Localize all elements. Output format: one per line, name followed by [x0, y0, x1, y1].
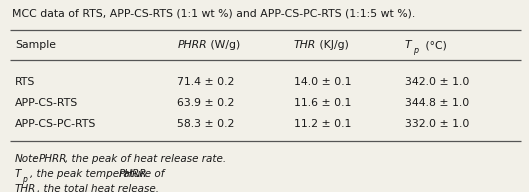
Text: 11.2 ± 0.1: 11.2 ± 0.1: [294, 119, 351, 129]
Text: , the peak of heat release rate.: , the peak of heat release rate.: [65, 154, 226, 164]
Text: THR: THR: [15, 184, 36, 192]
Text: T: T: [15, 169, 21, 179]
Text: :: :: [33, 154, 40, 164]
Text: MCC data of RTS, APP-CS-RTS (1:1 wt %) and APP-CS-PC-RTS (1:1:5 wt %).: MCC data of RTS, APP-CS-RTS (1:1 wt %) a…: [12, 9, 415, 19]
Text: PHRR: PHRR: [118, 169, 147, 179]
Text: APP-CS-PC-RTS: APP-CS-PC-RTS: [15, 119, 96, 129]
Text: 63.9 ± 0.2: 63.9 ± 0.2: [177, 98, 234, 108]
Text: 332.0 ± 1.0: 332.0 ± 1.0: [405, 119, 469, 129]
Text: Note: Note: [15, 154, 40, 164]
Text: T: T: [405, 40, 412, 50]
Text: APP-CS-RTS: APP-CS-RTS: [15, 98, 78, 108]
Text: 71.4 ± 0.2: 71.4 ± 0.2: [177, 77, 234, 87]
Text: 11.6 ± 0.1: 11.6 ± 0.1: [294, 98, 351, 108]
Text: p: p: [22, 175, 27, 185]
Text: Sample: Sample: [15, 40, 56, 50]
Text: (W/g): (W/g): [207, 40, 241, 50]
Text: (°C): (°C): [422, 40, 446, 50]
Text: p: p: [413, 46, 418, 55]
Text: , the peak temperature of: , the peak temperature of: [30, 169, 167, 179]
Text: PHRR: PHRR: [177, 40, 207, 50]
Text: (KJ/g): (KJ/g): [316, 40, 349, 50]
Text: .: .: [143, 169, 146, 179]
Text: 342.0 ± 1.0: 342.0 ± 1.0: [405, 77, 469, 87]
Text: 344.8 ± 1.0: 344.8 ± 1.0: [405, 98, 469, 108]
Text: PHRR: PHRR: [39, 154, 68, 164]
Text: 14.0 ± 0.1: 14.0 ± 0.1: [294, 77, 351, 87]
Text: , the total heat release.: , the total heat release.: [37, 184, 159, 192]
Text: THR: THR: [294, 40, 316, 50]
Text: 58.3 ± 0.2: 58.3 ± 0.2: [177, 119, 234, 129]
Text: RTS: RTS: [15, 77, 35, 87]
